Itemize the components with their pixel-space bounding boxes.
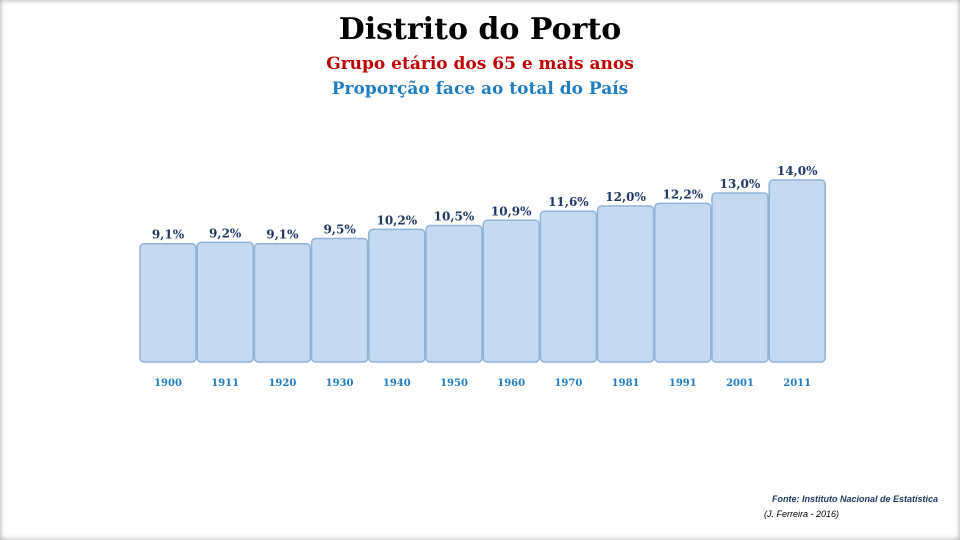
value-label-1950: 10,5%	[434, 210, 475, 224]
x-tick-label-1900: 1900	[154, 378, 182, 389]
bar-1981	[596, 205, 655, 363]
value-label-1970: 11,6%	[548, 195, 589, 209]
bar-1920	[253, 242, 312, 363]
value-label-1960: 10,9%	[491, 204, 532, 218]
bars-group	[139, 179, 826, 363]
x-tick-label-2001: 2001	[726, 378, 754, 389]
source-note: Fonte: Instituto Nacional de Estatística	[771, 494, 938, 504]
chart-subtitle: Grupo etário dos 65 e mais anos	[326, 54, 634, 74]
bar-1970	[539, 210, 598, 363]
value-label-1920: 9,1%	[266, 228, 299, 242]
bar-2001	[711, 192, 769, 363]
value-label-1991: 12,2%	[662, 187, 703, 201]
bar-1911	[196, 241, 254, 363]
bar-1991	[654, 202, 712, 363]
x-tick-label-1970: 1970	[554, 378, 582, 389]
x-tick-label-1940: 1940	[383, 378, 411, 389]
bar-1900	[139, 242, 197, 363]
x-tick-label-1960: 1960	[497, 378, 525, 389]
bar-1950	[425, 224, 483, 363]
x-tick-label-1981: 1981	[612, 378, 640, 389]
chart-title: Distrito do Porto	[338, 12, 622, 47]
bar-1940	[368, 228, 426, 363]
value-label-1930: 9,5%	[323, 223, 356, 237]
bar-1930	[310, 237, 369, 363]
value-label-1911: 9,2%	[209, 226, 242, 240]
x-tick-label-1991: 1991	[669, 378, 697, 389]
bar-1960	[482, 219, 540, 363]
author-note: (J. Ferreira - 2016)	[764, 509, 840, 519]
x-tick-labels-group: 1900 1911 1920 1930 1940 1950 1960 1970 1981 1991…	[154, 378, 811, 389]
x-tick-label-1911: 1911	[211, 378, 239, 389]
value-label-2011: 14,0%	[777, 164, 818, 178]
value-label-1981: 12,0%	[605, 190, 646, 204]
value-label-1900: 9,1%	[152, 228, 185, 242]
value-label-1940: 10,2%	[376, 213, 417, 227]
x-tick-label-1920: 1920	[268, 378, 296, 389]
x-tick-label-2011: 2011	[783, 378, 811, 389]
value-labels-group: 9,1% 9,2% 9,1% 9,5% 10,2% 10,5% 10,9% 11,6% 12,0…	[152, 164, 818, 242]
bar-2011	[768, 179, 826, 363]
x-tick-label-1930: 1930	[326, 378, 354, 389]
value-label-2001: 13,0%	[720, 177, 761, 191]
x-tick-label-1950: 1950	[440, 378, 468, 389]
chart-subtitle-secondary: Proporção face ao total do País	[331, 79, 629, 99]
